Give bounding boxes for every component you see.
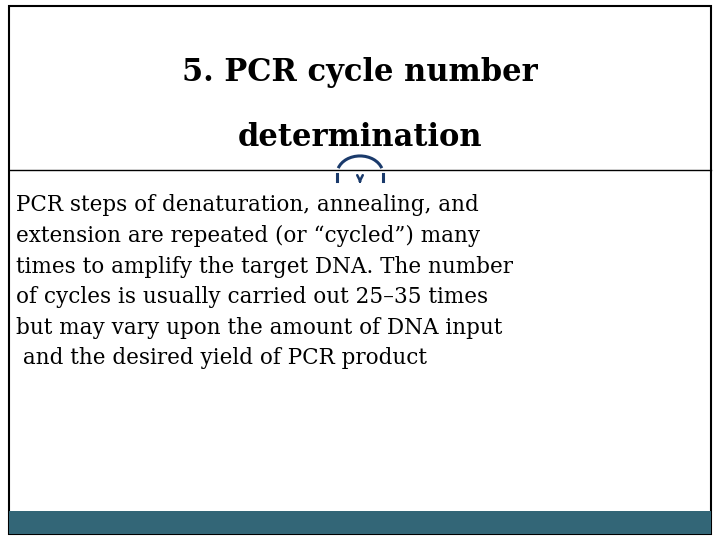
- Bar: [9, 511, 711, 534]
- Text: 5. PCR cycle number: 5. PCR cycle number: [182, 57, 538, 89]
- Text: determination: determination: [238, 122, 482, 153]
- Text: PCR steps of denaturation, annealing, and
extension are repeated (or “cycled”) m: PCR steps of denaturation, annealing, an…: [16, 194, 513, 369]
